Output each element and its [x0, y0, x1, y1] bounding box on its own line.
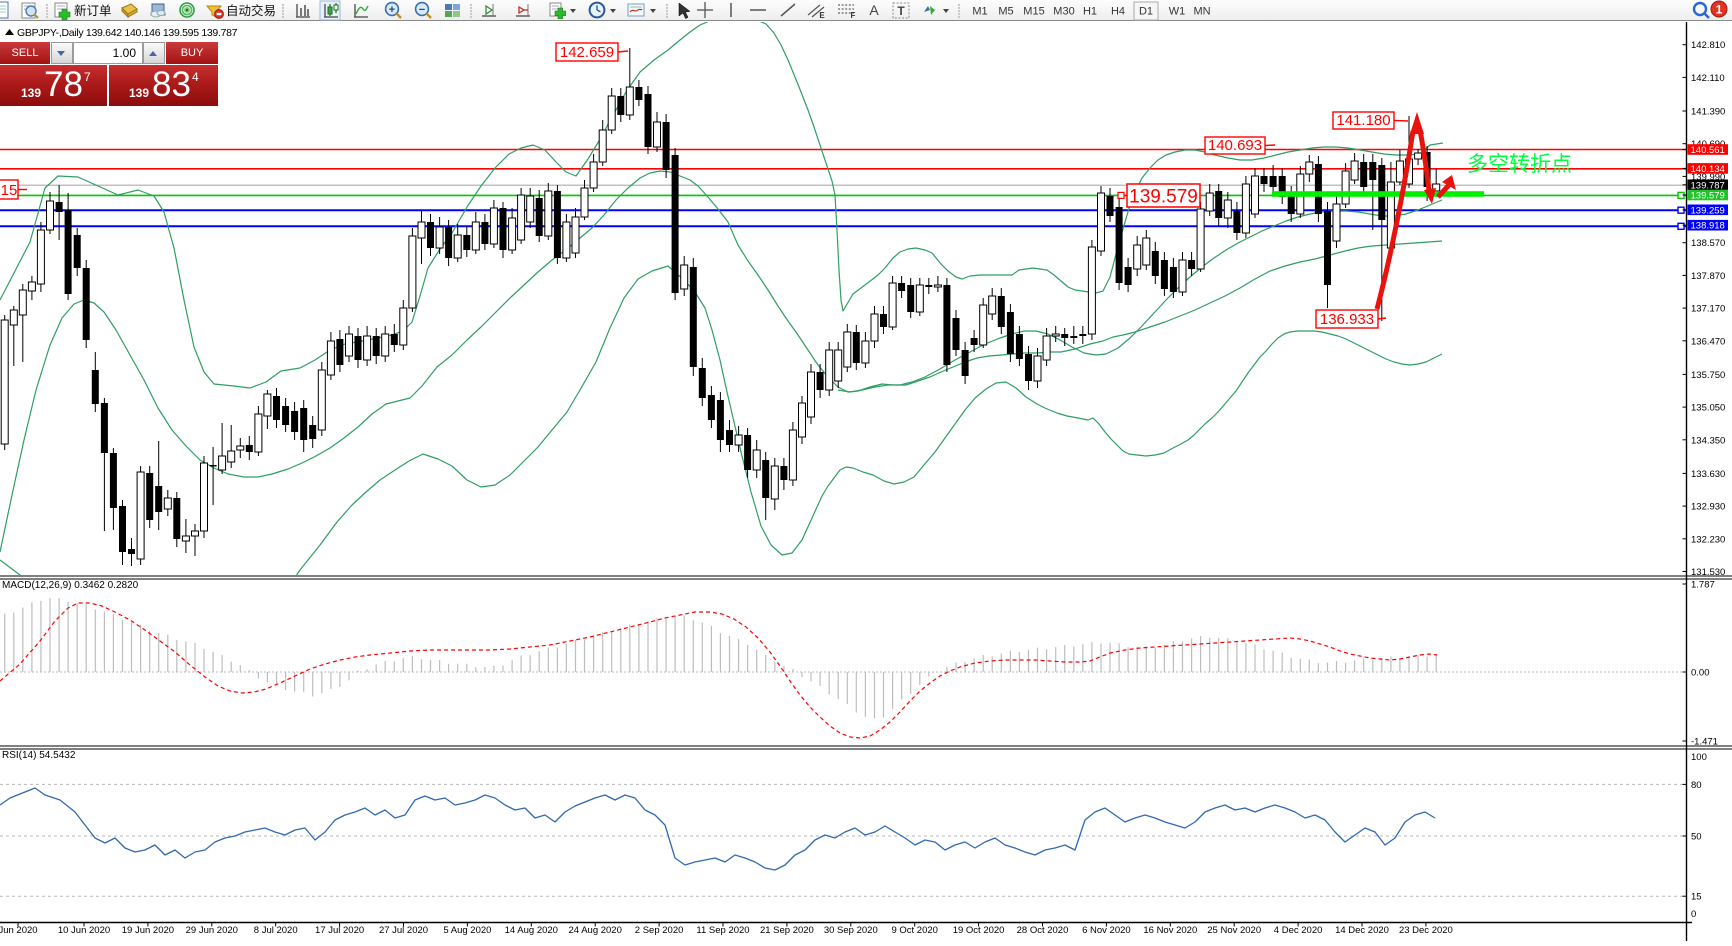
svg-text:2 Sep 2020: 2 Sep 2020 [635, 925, 684, 936]
svg-text:135.050: 135.050 [1691, 403, 1725, 414]
svg-text:0.00: 0.00 [1691, 668, 1710, 679]
svg-text:141.390: 141.390 [1691, 107, 1725, 118]
svg-text:137.170: 137.170 [1691, 304, 1725, 315]
svg-text:9 Oct 2020: 9 Oct 2020 [891, 925, 937, 936]
svg-text:A: A [869, 2, 879, 18]
svg-text:30 Sep 2020: 30 Sep 2020 [824, 925, 878, 936]
svg-text:0: 0 [1691, 909, 1696, 920]
svg-text:19 Oct 2020: 19 Oct 2020 [953, 925, 1005, 936]
svg-text:19 Jun 2020: 19 Jun 2020 [122, 925, 174, 936]
svg-text:132.930: 132.930 [1691, 502, 1725, 513]
svg-text:131.530: 131.530 [1691, 567, 1725, 578]
svg-text:MN: MN [1193, 6, 1210, 18]
svg-text:+: + [389, 4, 395, 16]
svg-text:15: 15 [1691, 892, 1702, 903]
svg-text:136.933: 136.933 [1320, 311, 1374, 328]
svg-text:139.579: 139.579 [1691, 191, 1725, 202]
svg-text:5 Aug 2020: 5 Aug 2020 [443, 925, 491, 936]
svg-text:14 Aug 2020: 14 Aug 2020 [505, 925, 558, 936]
svg-text:H1: H1 [1083, 6, 1097, 18]
svg-text:142.110: 142.110 [1691, 73, 1725, 84]
svg-text:140.561: 140.561 [1691, 145, 1725, 156]
svg-text:139.259: 139.259 [1691, 205, 1725, 216]
svg-text:H4: H4 [1111, 6, 1125, 18]
svg-text:135.750: 135.750 [1691, 370, 1725, 381]
svg-text:139.990: 139.990 [1691, 172, 1725, 183]
svg-text:134.350: 134.350 [1691, 435, 1725, 446]
svg-text:21 Sep 2020: 21 Sep 2020 [760, 925, 814, 936]
svg-text:M30: M30 [1053, 6, 1074, 18]
svg-text:F: F [851, 11, 856, 20]
svg-text:MACD(12,26,9) 0.3462 0.2820: MACD(12,26,9) 0.3462 0.2820 [2, 580, 139, 591]
svg-text:16 Nov 2020: 16 Nov 2020 [1143, 925, 1197, 936]
svg-text:100: 100 [1691, 752, 1707, 763]
svg-text:25 Nov 2020: 25 Nov 2020 [1207, 925, 1261, 936]
svg-text:141.180: 141.180 [1336, 112, 1390, 129]
svg-text:28 Oct 2020: 28 Oct 2020 [1017, 925, 1069, 936]
svg-text:GBPJPY-,Daily 139.642 140.146: GBPJPY-,Daily 139.642 140.146 139.595 13… [17, 27, 238, 39]
svg-text:W1: W1 [1169, 6, 1186, 18]
svg-text:11 Sep 2020: 11 Sep 2020 [696, 925, 749, 936]
svg-text:10 Jun 2020: 10 Jun 2020 [58, 925, 110, 936]
svg-text:6 Nov 2020: 6 Nov 2020 [1082, 925, 1131, 936]
svg-text:14 Dec 2020: 14 Dec 2020 [1335, 925, 1389, 936]
svg-text:140.134: 140.134 [1691, 164, 1725, 175]
svg-text:T: T [897, 4, 905, 18]
svg-text:M5: M5 [998, 6, 1013, 18]
svg-text:1.787: 1.787 [1691, 580, 1715, 591]
svg-text:138.918: 138.918 [1691, 221, 1725, 232]
svg-text:137.870: 137.870 [1691, 271, 1725, 282]
svg-text:4 Dec 2020: 4 Dec 2020 [1274, 925, 1323, 936]
svg-text:8 Jul 2020: 8 Jul 2020 [254, 925, 298, 936]
svg-text:138.570: 138.570 [1691, 238, 1725, 249]
svg-text:142.659: 142.659 [560, 44, 614, 61]
svg-text:139.787: 139.787 [1691, 180, 1725, 191]
svg-text:M15: M15 [1023, 6, 1044, 18]
svg-text:新订单: 新订单 [74, 3, 112, 18]
svg-text:多空转折点: 多空转折点 [1467, 153, 1572, 176]
svg-text:139.579: 139.579 [1129, 187, 1198, 208]
svg-text:136.470: 136.470 [1691, 336, 1725, 347]
svg-text:自动交易: 自动交易 [226, 3, 276, 18]
svg-text:24 Aug 2020: 24 Aug 2020 [569, 925, 622, 936]
svg-text:M1: M1 [972, 6, 987, 18]
svg-text:1: 1 [1716, 3, 1723, 17]
svg-text:142.810: 142.810 [1691, 40, 1725, 51]
svg-text:23 Dec 2020: 23 Dec 2020 [1399, 925, 1453, 936]
svg-text:17 Jul 2020: 17 Jul 2020 [315, 925, 364, 936]
svg-text:-1.471: -1.471 [1691, 737, 1718, 748]
svg-text:D1: D1 [1139, 6, 1153, 18]
svg-text:29 Jun 2020: 29 Jun 2020 [186, 925, 238, 936]
svg-text:RSI(14) 54.5432: RSI(14) 54.5432 [2, 750, 76, 761]
svg-text:50: 50 [1691, 832, 1702, 843]
svg-text:−: − [419, 4, 425, 16]
svg-text:E: E [819, 11, 825, 20]
svg-text:Jun 2020: Jun 2020 [0, 925, 38, 936]
svg-text:133.630: 133.630 [1691, 469, 1725, 480]
svg-text:132.230: 132.230 [1691, 534, 1725, 545]
svg-text:140.693: 140.693 [1208, 137, 1262, 154]
svg-text:27 Jul 2020: 27 Jul 2020 [379, 925, 428, 936]
svg-text:15: 15 [1, 182, 18, 199]
svg-text:80: 80 [1691, 780, 1702, 791]
